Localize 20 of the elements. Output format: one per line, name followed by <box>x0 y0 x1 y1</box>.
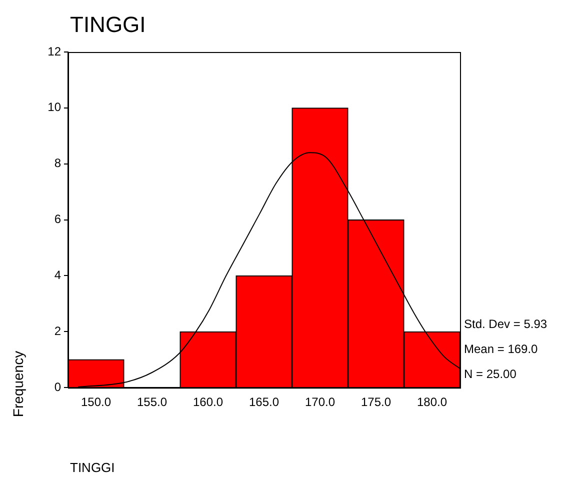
x-tick-label: 160.0 <box>192 395 224 410</box>
text: Std. Dev = 5.93 <box>464 316 548 331</box>
x-tick-label: 155.0 <box>136 395 168 410</box>
x-axis-title: TINGGI <box>70 460 115 475</box>
y-tick-label: 4 <box>54 268 62 282</box>
x-tick-label: 165.0 <box>248 395 280 410</box>
chart-title: TINGGI <box>70 12 146 37</box>
y-tick-label: 12 <box>48 44 62 58</box>
y-axis-title: Frequency <box>10 350 26 418</box>
y-tick-label: 10 <box>48 100 62 114</box>
x-tick-label: 150.0 <box>80 395 112 410</box>
text: N = 25.00 <box>464 366 517 381</box>
y-tick-label: 0 <box>54 380 62 394</box>
y-tick-label: 2 <box>54 324 62 338</box>
y-tick-label: 6 <box>54 212 62 226</box>
y-tick-label: 8 <box>54 156 62 170</box>
x-tick-label: 175.0 <box>360 395 392 410</box>
x-tick-label: 180.0 <box>416 395 448 410</box>
text: Mean = 169.0 <box>464 342 538 356</box>
x-tick-label: 170.0 <box>304 395 336 410</box>
